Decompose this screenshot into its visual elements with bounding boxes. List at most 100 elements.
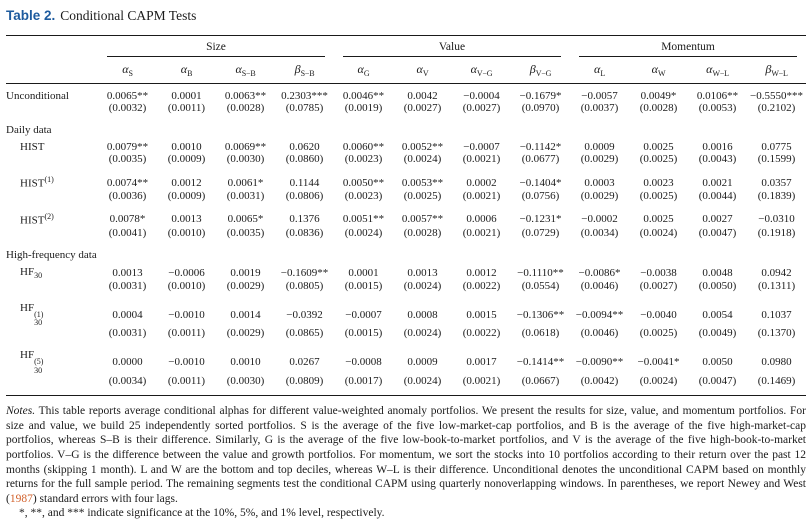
notes-text-before: This table reports average conditional a… — [6, 405, 807, 505]
cell-se: (0.0024) — [639, 226, 678, 239]
cell-se: (0.0024) — [344, 226, 383, 239]
cell-value: 0.0012 — [466, 266, 497, 279]
cell-se: (0.0023) — [344, 189, 383, 202]
cell-value: 0.0001 — [348, 266, 379, 279]
cell-se: (0.0028) — [403, 226, 442, 239]
cell-se: (0.0032) — [108, 102, 147, 115]
cell-value: 0.0057** — [401, 213, 444, 226]
table-row-se: (0.0035) (0.0009) (0.0030) (0.0860) (0.0023)… — [6, 153, 806, 171]
cell-value: −0.1414** — [516, 356, 565, 369]
cell-se: (0.1839) — [757, 189, 796, 202]
citation-link[interactable]: 1987 — [9, 492, 33, 505]
cell-value: 0.0027 — [702, 213, 733, 226]
cell-value: −0.1679* — [519, 90, 562, 103]
cell-value: 0.0357 — [761, 176, 792, 189]
cell-value: 0.0003 — [584, 176, 615, 189]
row-label: HIST(2) — [20, 211, 54, 227]
cell-value: −0.0007 — [345, 308, 382, 321]
cell-se: (0.0010) — [167, 279, 206, 292]
table-row-se: (0.0032) (0.0011) (0.0028) (0.0785) (0.0019)… — [6, 102, 806, 120]
cell-se: (0.0011) — [167, 375, 206, 388]
cell-se: (0.0029) — [226, 279, 265, 292]
cell-se: (0.0836) — [285, 226, 324, 239]
cell-value: 0.0001 — [171, 90, 202, 103]
section-row: High-frequency data — [6, 245, 806, 262]
group-header-row: Size Value Momentum — [6, 36, 806, 57]
cell-se: (0.0785) — [285, 102, 324, 115]
table-body: Unconditional 0.0065** 0.0001 0.0063** 0.230… — [6, 84, 806, 396]
section-row: Daily data — [6, 120, 806, 137]
cell-value: 0.0004 — [112, 308, 143, 321]
col-header-beta-vg: βV−G — [511, 57, 570, 85]
cell-se: (0.0809) — [285, 375, 324, 388]
row-label: HIST — [20, 141, 45, 154]
cell-se: (0.0017) — [344, 375, 383, 388]
cell-value: 0.0620 — [289, 141, 320, 154]
cell-value: 0.0063** — [224, 90, 267, 103]
cell-se: (0.0970) — [521, 102, 560, 115]
cell-se: (0.0029) — [580, 189, 619, 202]
cell-value: −0.1231* — [519, 213, 562, 226]
notes-text-after: ) standard errors with four lags. — [32, 492, 178, 505]
table-row: HIST 0.0079** 0.0010 0.0069** 0.0620 0.0060**… — [6, 137, 806, 153]
cell-value: 0.0065** — [106, 90, 149, 103]
cell-se: (0.1469) — [757, 375, 796, 388]
cell-value: −0.0310 — [758, 213, 795, 226]
cell-value: −0.0086* — [578, 266, 621, 279]
cell-value: 0.0042 — [407, 90, 438, 103]
cell-se: (0.0028) — [226, 102, 265, 115]
cell-value: −0.0006 — [168, 266, 205, 279]
cell-value: 0.0013 — [171, 213, 202, 226]
table-row: HF (5) 30 0.0000 −0.0010 0.0010 0.0267 −0.0008 0… — [6, 345, 806, 375]
cell-se: (0.0024) — [403, 375, 442, 388]
cell-value: 0.0074** — [106, 176, 149, 189]
cell-se: (0.0554) — [521, 279, 560, 292]
col-header-alpha-wl: αW−L — [688, 57, 747, 85]
cell-value: −0.0007 — [463, 141, 500, 154]
cell-value: 0.0013 — [112, 266, 143, 279]
group-header-value: Value — [334, 36, 570, 57]
row-label: HF30 — [20, 265, 43, 280]
section-label: High-frequency data — [6, 248, 97, 261]
cell-se: (0.0667) — [521, 375, 560, 388]
col-header-alpha-g: αG — [334, 57, 393, 85]
cell-se: (0.1311) — [757, 279, 796, 292]
col-header-alpha-sb: αS−B — [216, 57, 275, 85]
cell-se: (0.0027) — [639, 279, 678, 292]
cell-value: 0.0054 — [702, 308, 733, 321]
table-row: Unconditional 0.0065** 0.0001 0.0063** 0.230… — [6, 84, 806, 103]
cell-value: 0.0010 — [171, 141, 202, 154]
cell-se: (0.0047) — [698, 375, 737, 388]
row-label: HF (5) 30 — [20, 349, 44, 375]
cell-se: (0.0034) — [580, 226, 619, 239]
cell-se: (0.1918) — [757, 226, 796, 239]
cell-se: (0.0618) — [521, 327, 560, 340]
cell-se: (0.0023) — [344, 153, 383, 166]
cell-value: 0.0267 — [289, 356, 320, 369]
cell-se: (0.0024) — [639, 375, 678, 388]
col-header-alpha-b: αB — [157, 57, 216, 85]
cell-value: 0.0002 — [466, 176, 497, 189]
label-sub-sup: (1) 30 — [34, 309, 44, 328]
cell-value: 0.0006 — [466, 213, 497, 226]
cell-se: (0.0022) — [462, 327, 501, 340]
cell-value: −0.0010 — [168, 308, 205, 321]
cell-value: 0.0009 — [407, 356, 438, 369]
cell-value: 0.0012 — [171, 176, 202, 189]
cell-se: (0.0756) — [521, 189, 560, 202]
cell-se: (0.1599) — [757, 153, 796, 166]
cell-value: 0.0050 — [702, 356, 733, 369]
cell-se: (0.0025) — [639, 153, 678, 166]
cell-se: (0.0028) — [639, 102, 678, 115]
cell-se: (0.2102) — [757, 102, 796, 115]
cell-se: (0.0037) — [580, 102, 619, 115]
capm-results-table: Size Value Momentum αS αB αS−B βS−B αG α… — [6, 35, 807, 397]
cell-value: 0.0106** — [696, 90, 739, 103]
cell-se: (0.0860) — [285, 153, 324, 166]
col-header-alpha-vg: αV−G — [452, 57, 511, 85]
cell-value: −0.0040 — [640, 308, 677, 321]
cell-se: (0.0009) — [167, 189, 206, 202]
cell-se: (0.0047) — [698, 226, 737, 239]
col-header-alpha-l: αL — [570, 57, 629, 85]
